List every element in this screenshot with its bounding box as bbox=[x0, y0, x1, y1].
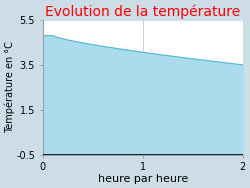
Title: Evolution de la température: Evolution de la température bbox=[45, 4, 240, 19]
X-axis label: heure par heure: heure par heure bbox=[98, 174, 188, 184]
Y-axis label: Température en °C: Température en °C bbox=[4, 41, 15, 133]
